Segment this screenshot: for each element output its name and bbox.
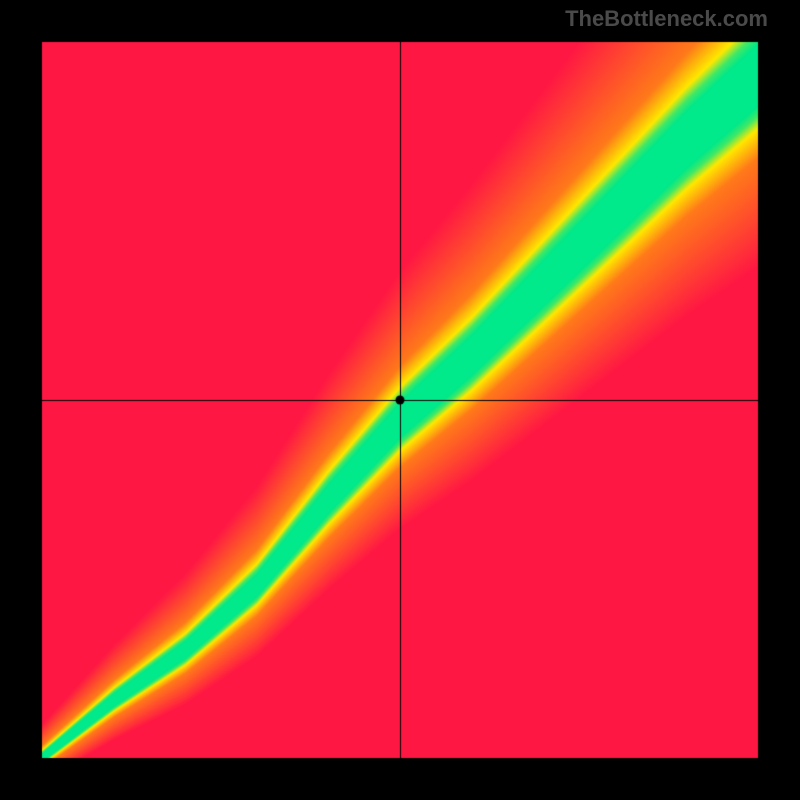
chart-container: TheBottleneck.com — [0, 0, 800, 800]
bottleneck-heatmap-canvas — [0, 0, 800, 800]
watermark-text: TheBottleneck.com — [565, 6, 768, 32]
